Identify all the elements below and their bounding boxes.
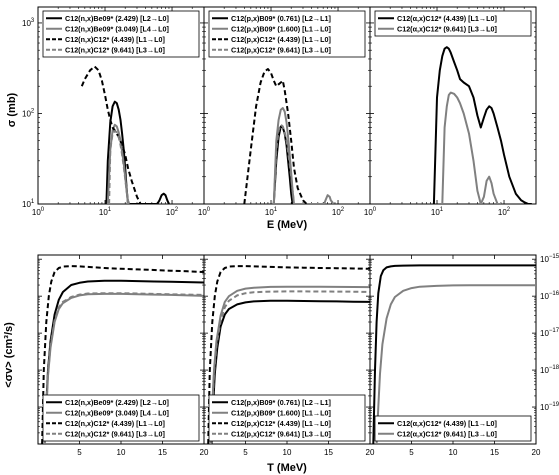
series-line-3	[207, 265, 370, 444]
legend: C12(n,x)Be09* (2.429) [L2→L0] C12(n,x)Be0…	[42, 394, 200, 442]
legend-label: C12(α,x)C12* (4.439) [L1→L0]	[397, 419, 497, 428]
x-tick-label: 102	[166, 207, 179, 217]
panel-frame	[369, 6, 537, 205]
y-tick-label: 10−17	[540, 328, 559, 338]
legend-label: C12(n,x)Be09* (2.429) [L2→L0]	[65, 398, 169, 407]
legend: C12(α,x)C12* (4.439) [L1→L0] C12(α,x)C12*…	[374, 415, 532, 442]
x-tick-label: 102	[332, 207, 345, 217]
series-line-1	[210, 299, 370, 444]
x-tick-label: 10	[449, 448, 458, 457]
x-tick-label: 20	[532, 448, 541, 457]
series-line-3	[243, 68, 308, 204]
legend-label: C12(n,x)Be09* (2.429) [L2→L0]	[65, 14, 169, 23]
legend-label: C12(n,x)C12* (9.641) [L3→L0]	[65, 430, 165, 439]
legend-label: C12(p,x)C12* (4.439) [L1→L0]	[231, 35, 331, 44]
series-line-2	[441, 91, 501, 204]
series-line-4	[108, 130, 131, 204]
y-tick-label: 10−15	[540, 254, 559, 264]
legend-label: C12(p,x)B09* (0.761) [L2→L1]	[231, 14, 331, 23]
x-tick-label: 20	[366, 448, 375, 457]
x-tick-label: 15	[490, 448, 499, 457]
legend-label: C12(α,x)C12* (4.439) [L1→L0]	[397, 14, 497, 23]
y-tick-label: 10−19	[540, 402, 559, 412]
series-line-1	[432, 46, 532, 204]
top-y-axis-label: σ (mb)	[6, 92, 18, 127]
legend-label: C12(p,x)B09* (1.600) [L1→L0]	[231, 409, 331, 418]
series-line-3	[80, 65, 142, 204]
series-line-4	[272, 123, 295, 204]
legend: C12(α,x)C12* (4.439) [L1→L0] C12(α,x)C12*…	[374, 10, 532, 37]
bottom-x-axis-label: T (MeV)	[267, 462, 307, 474]
x-tick-label: 10	[283, 448, 292, 457]
y-tick-label: 103	[22, 18, 35, 28]
series-line-1	[372, 264, 536, 444]
chart-panel-bottom-right: 5 10 15 20 10−15 10−16 10−17 10−18 10−19 C12(α,x)…	[369, 254, 559, 457]
top-x-axis-label: E (MeV)	[267, 219, 308, 231]
series-line-2	[375, 284, 536, 444]
x-tick-label: 5	[409, 448, 414, 457]
legend-label: C12(n,x)C12* (4.439) [L1→L0]	[65, 419, 165, 428]
legend-label: C12(α,x)C12* (9.641) [L3→L0]	[397, 430, 497, 439]
series-line-3	[41, 265, 204, 444]
x-tick-label: 15	[324, 448, 333, 457]
x-tick-label: 100	[198, 207, 211, 217]
legend-label: C12(n,x)Be09* (3.049) [L4→L0]	[65, 25, 169, 34]
x-tick-label: 100	[364, 207, 377, 217]
x-tick-label: 5	[77, 448, 82, 457]
legend-label: C12(p,x)B09* (1.600) [L1→L0]	[231, 25, 331, 34]
legend-label: C12(n,x)Be09* (3.049) [L4→L0]	[65, 409, 169, 418]
legend: C12(p,x)B09* (0.761) [L2→L1] C12(p,x)B09*…	[208, 394, 366, 442]
series-line-2	[272, 107, 335, 204]
series-line-2	[209, 285, 370, 444]
x-tick-label: 10	[117, 448, 126, 457]
series-line-1	[105, 100, 170, 204]
legend-label: C12(n,x)C12* (9.641) [L3→L0]	[65, 46, 165, 55]
x-tick-label: 102	[498, 207, 511, 217]
legend: C12(p,x)B09* (0.761) [L2→L1] C12(p,x)B09*…	[208, 10, 366, 58]
x-tick-label: 20	[200, 448, 209, 457]
x-tick-label: 101	[99, 207, 112, 217]
legend-label: C12(p,x)B09* (0.761) [L2→L1]	[231, 398, 331, 407]
legend-label: C12(p,x)C12* (9.641) [L3→L0]	[231, 430, 331, 439]
y-tick-label: 102	[22, 108, 35, 118]
legend: C12(n,x)Be09* (2.429) [L2→L0] C12(n,x)Be0…	[42, 10, 200, 58]
bottom-y-axis-label: <σv> (cm³/s)	[3, 322, 15, 388]
legend-label: C12(p,x)C12* (4.439) [L1→L0]	[231, 419, 331, 428]
x-tick-label: 15	[158, 448, 167, 457]
series-line-4	[209, 290, 370, 444]
legend-label: C12(p,x)C12* (9.641) [L3→L0]	[231, 46, 331, 55]
x-tick-label: 101	[265, 207, 278, 217]
y-tick-label: 10−16	[540, 291, 559, 301]
y-tick-label: 101	[22, 199, 35, 209]
x-tick-label: 100	[32, 207, 45, 217]
legend-label: C12(α,x)C12* (9.641) [L3→L0]	[397, 25, 497, 34]
x-tick-label: 5	[243, 448, 248, 457]
y-tick-label: 10−18	[540, 365, 559, 375]
x-tick-label: 101	[431, 207, 444, 217]
legend-label: C12(n,x)C12* (4.439) [L1→L0]	[65, 35, 165, 44]
series-line-4	[43, 292, 204, 444]
